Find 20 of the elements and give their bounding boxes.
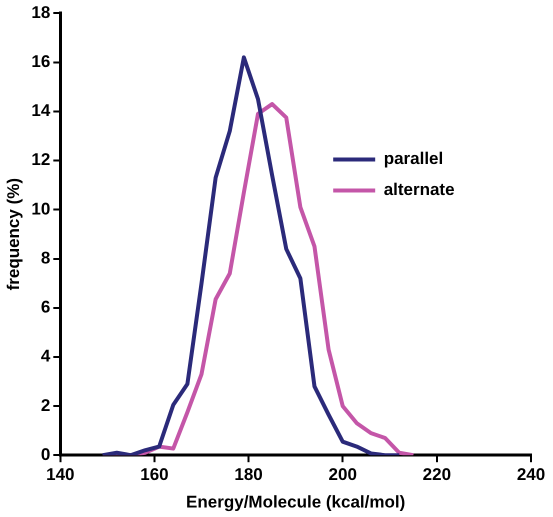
x-tick-label: 200 (328, 465, 357, 484)
x-tick-label: 160 (140, 465, 169, 484)
y-tick-label: 14 (31, 101, 51, 120)
x-axis-title: Energy/Molecule (kcal/mol) (186, 492, 406, 512)
y-tick-label: 12 (31, 150, 50, 170)
y-tick-label: 6 (40, 298, 50, 317)
y-tick-label: 10 (31, 199, 50, 218)
legend-label: alternate (384, 180, 455, 200)
y-tick-label: 0 (40, 444, 50, 464)
legend-label: parallel (384, 149, 444, 168)
y-tick-label: 4 (40, 346, 51, 366)
x-tick-label: 180 (234, 465, 263, 484)
y-tick-label: 2 (40, 396, 50, 415)
y-axis-title: frequency (%) (4, 178, 23, 290)
y-tick-label: 18 (31, 2, 50, 22)
x-tick-label: 220 (422, 465, 452, 484)
x-tick-label: 240 (516, 465, 546, 484)
y-tick-label: 8 (40, 248, 50, 268)
y-tick-label: 16 (31, 52, 50, 71)
x-tick-label: 140 (46, 465, 74, 484)
